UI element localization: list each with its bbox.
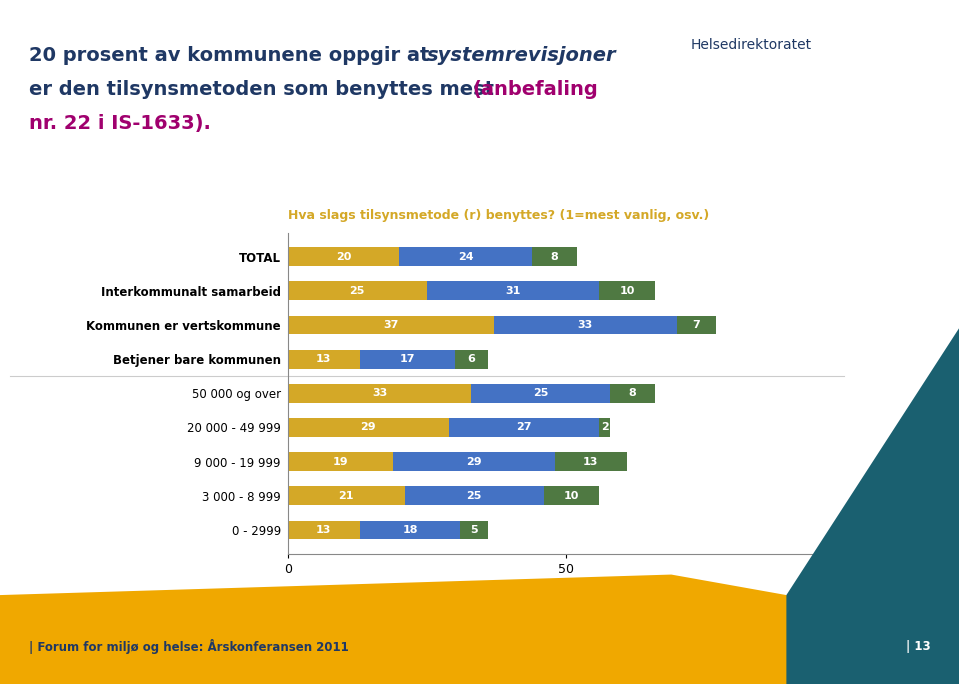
Text: 6: 6 [467, 354, 476, 364]
Bar [288, 247, 399, 266]
Bar [288, 452, 393, 471]
Text: | Forum for miljø og helse: Årskonferansen 2011: | Forum for miljø og helse: Årskonferans… [29, 639, 348, 654]
Text: 29: 29 [466, 457, 481, 466]
Text: 5: 5 [470, 525, 478, 535]
Bar [360, 350, 455, 369]
Text: (anbefaling: (anbefaling [473, 80, 598, 99]
Text: #D4A827: #D4A827 [288, 221, 294, 222]
Bar [449, 418, 599, 437]
Text: 18: 18 [403, 525, 418, 535]
Bar [288, 521, 360, 540]
Text: systemrevisjoner: systemrevisjoner [427, 46, 617, 65]
Text: 8: 8 [550, 252, 558, 261]
Text: 25: 25 [466, 491, 481, 501]
Bar [427, 281, 599, 300]
Text: 25: 25 [349, 286, 365, 295]
Bar [288, 315, 494, 334]
Bar [544, 486, 599, 505]
Bar [532, 247, 577, 266]
Text: 17: 17 [400, 354, 415, 364]
Text: nr. 22 i IS-1633).: nr. 22 i IS-1633). [29, 114, 211, 133]
Text: 20 prosent av kommunene oppgir at: 20 prosent av kommunene oppgir at [29, 46, 436, 65]
Bar [554, 452, 627, 471]
Text: Helsedirektoratet: Helsedirektoratet [690, 38, 811, 51]
Text: er den tilsynsmetoden som benyttes mest: er den tilsynsmetoden som benyttes mest [29, 80, 501, 99]
Legend: Pri. 1, Pri. 2, Pri. 3: Pri. 1, Pri. 2, Pri. 3 [344, 615, 565, 637]
Bar [455, 350, 488, 369]
Text: 20: 20 [336, 252, 351, 261]
Text: 10: 10 [620, 286, 635, 295]
Bar [599, 281, 655, 300]
Bar [405, 486, 544, 505]
Text: 24: 24 [457, 252, 474, 261]
Text: 13: 13 [316, 525, 332, 535]
Text: 19: 19 [333, 457, 348, 466]
Bar [288, 350, 360, 369]
Text: 33: 33 [577, 320, 593, 330]
Text: 8: 8 [629, 389, 637, 398]
Text: Hva slags tilsynsmetode (r) benyttes? (1=mest vanlig, osv.): Hva slags tilsynsmetode (r) benyttes? (1… [288, 209, 709, 222]
Bar [677, 315, 716, 334]
Text: 21: 21 [339, 491, 354, 501]
Text: 13: 13 [316, 354, 332, 364]
Bar [399, 247, 532, 266]
Text: 10: 10 [564, 491, 579, 501]
Bar [288, 418, 449, 437]
Bar [494, 315, 677, 334]
Bar [288, 384, 471, 403]
Text: 31: 31 [505, 286, 521, 295]
Text: 33: 33 [372, 389, 387, 398]
Bar [471, 384, 610, 403]
Text: 27: 27 [516, 423, 532, 432]
Text: 29: 29 [361, 423, 376, 432]
Text: 13: 13 [583, 457, 598, 466]
Text: 2: 2 [601, 423, 609, 432]
Text: 37: 37 [383, 320, 398, 330]
Bar [610, 384, 655, 403]
Text: 25: 25 [533, 389, 549, 398]
Bar [360, 521, 460, 540]
Bar [288, 486, 405, 505]
Bar [460, 521, 488, 540]
Text: | 13: | 13 [905, 640, 930, 653]
Bar [599, 418, 610, 437]
Bar [288, 281, 427, 300]
Text: 7: 7 [692, 320, 700, 330]
Bar [393, 452, 554, 471]
